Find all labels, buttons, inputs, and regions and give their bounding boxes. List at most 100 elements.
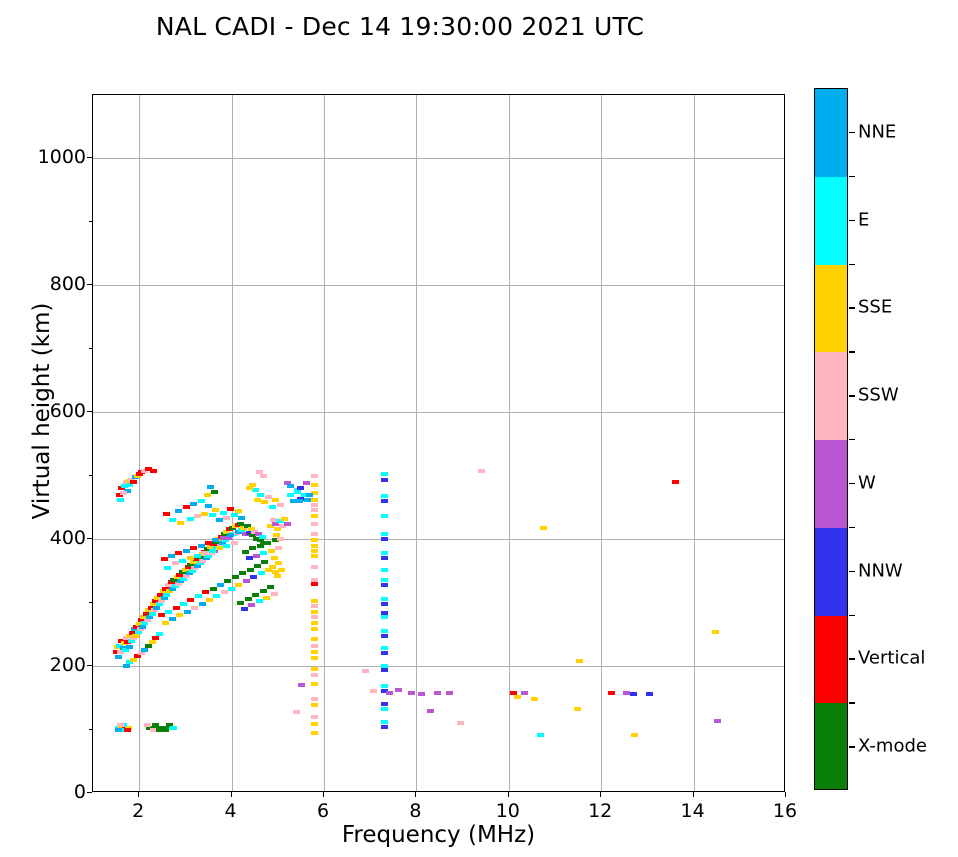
data-mark xyxy=(155,601,163,606)
colorbar-segment-nnw[interactable] xyxy=(815,527,847,616)
data-mark xyxy=(137,627,145,632)
data-mark xyxy=(193,563,201,568)
data-mark xyxy=(157,599,165,604)
data-mark xyxy=(205,540,212,545)
data-mark xyxy=(213,594,221,599)
colorbar-segment-sse[interactable] xyxy=(815,264,847,353)
data-mark xyxy=(256,538,264,543)
data-mark xyxy=(183,609,191,614)
data-mark xyxy=(116,492,124,497)
colorbar-label-nnw: NNW xyxy=(858,560,903,582)
data-mark xyxy=(433,690,441,695)
data-mark xyxy=(381,646,389,651)
data-mark xyxy=(273,533,281,538)
gridline-horizontal xyxy=(93,285,784,287)
y-axis-tick-label: 200 xyxy=(49,654,86,677)
colorbar-segment-ssw[interactable] xyxy=(815,352,847,440)
data-mark xyxy=(297,496,305,501)
data-mark xyxy=(186,516,194,521)
data-mark xyxy=(210,489,218,494)
data-mark xyxy=(311,473,319,478)
data-mark xyxy=(122,635,130,640)
colorbar-boundary-tick xyxy=(849,263,855,265)
data-mark xyxy=(381,628,389,633)
data-mark xyxy=(255,599,263,604)
data-mark xyxy=(220,532,228,537)
data-mark xyxy=(174,508,182,513)
data-mark xyxy=(227,533,235,538)
data-mark xyxy=(134,629,142,634)
data-mark xyxy=(271,570,279,575)
data-mark xyxy=(117,650,125,655)
data-mark xyxy=(140,614,148,619)
data-mark xyxy=(630,732,638,737)
data-mark xyxy=(311,614,319,619)
colorbar-segment-w[interactable] xyxy=(815,440,847,528)
data-mark xyxy=(130,636,138,641)
x-axis-tick xyxy=(138,792,140,797)
data-mark xyxy=(150,725,158,730)
colorbar-tick xyxy=(849,395,855,397)
data-mark xyxy=(114,654,122,659)
data-mark xyxy=(223,515,231,520)
data-mark xyxy=(208,513,216,518)
colorbar[interactable] xyxy=(814,88,848,790)
data-mark xyxy=(311,666,319,671)
data-mark xyxy=(607,690,615,695)
data-mark xyxy=(536,732,544,737)
data-mark xyxy=(201,511,209,516)
data-mark xyxy=(381,614,389,619)
data-mark xyxy=(156,728,164,733)
data-mark xyxy=(381,702,389,707)
data-mark xyxy=(311,491,319,496)
data-mark xyxy=(153,605,161,610)
colorbar-segment-vertical[interactable] xyxy=(815,615,847,704)
colorbar-tick xyxy=(849,482,855,485)
data-mark xyxy=(117,723,125,728)
data-mark xyxy=(362,669,370,674)
data-mark xyxy=(417,692,425,696)
data-mark xyxy=(221,538,229,543)
data-mark xyxy=(209,586,217,591)
data-mark xyxy=(521,690,529,695)
data-mark xyxy=(209,542,217,547)
data-mark xyxy=(253,497,261,502)
x-axis-tick-label: 16 xyxy=(772,800,798,822)
data-mark xyxy=(183,573,191,578)
data-mark xyxy=(176,572,184,577)
data-mark xyxy=(298,683,306,688)
colorbar-label-w: W xyxy=(858,472,876,494)
data-mark xyxy=(130,480,138,485)
data-mark xyxy=(187,562,195,567)
data-mark xyxy=(446,690,454,695)
data-mark xyxy=(311,681,319,686)
data-mark xyxy=(244,596,252,601)
colorbar-segment-nne[interactable] xyxy=(815,89,847,177)
data-mark xyxy=(132,633,139,638)
data-mark xyxy=(220,590,228,595)
data-mark xyxy=(147,605,155,610)
data-mark xyxy=(247,527,255,532)
data-mark xyxy=(255,469,263,474)
data-mark xyxy=(193,553,201,558)
data-mark xyxy=(135,622,143,627)
data-mark xyxy=(311,502,319,507)
data-mark xyxy=(163,593,171,598)
data-mark xyxy=(381,514,389,519)
data-mark xyxy=(257,571,265,576)
data-mark xyxy=(253,553,261,558)
data-mark xyxy=(122,664,130,669)
data-mark xyxy=(370,689,378,694)
data-mark xyxy=(261,560,269,565)
data-mark xyxy=(227,506,235,511)
colorbar-segment-e[interactable] xyxy=(815,176,847,265)
data-mark xyxy=(198,601,206,606)
data-mark xyxy=(190,502,198,507)
data-mark xyxy=(623,690,631,695)
data-mark xyxy=(205,598,213,603)
x-axis-tick xyxy=(692,792,694,797)
colorbar-segment-x-mode[interactable] xyxy=(815,703,847,789)
data-mark xyxy=(242,579,250,584)
data-mark xyxy=(381,537,389,542)
data-mark xyxy=(194,594,202,599)
